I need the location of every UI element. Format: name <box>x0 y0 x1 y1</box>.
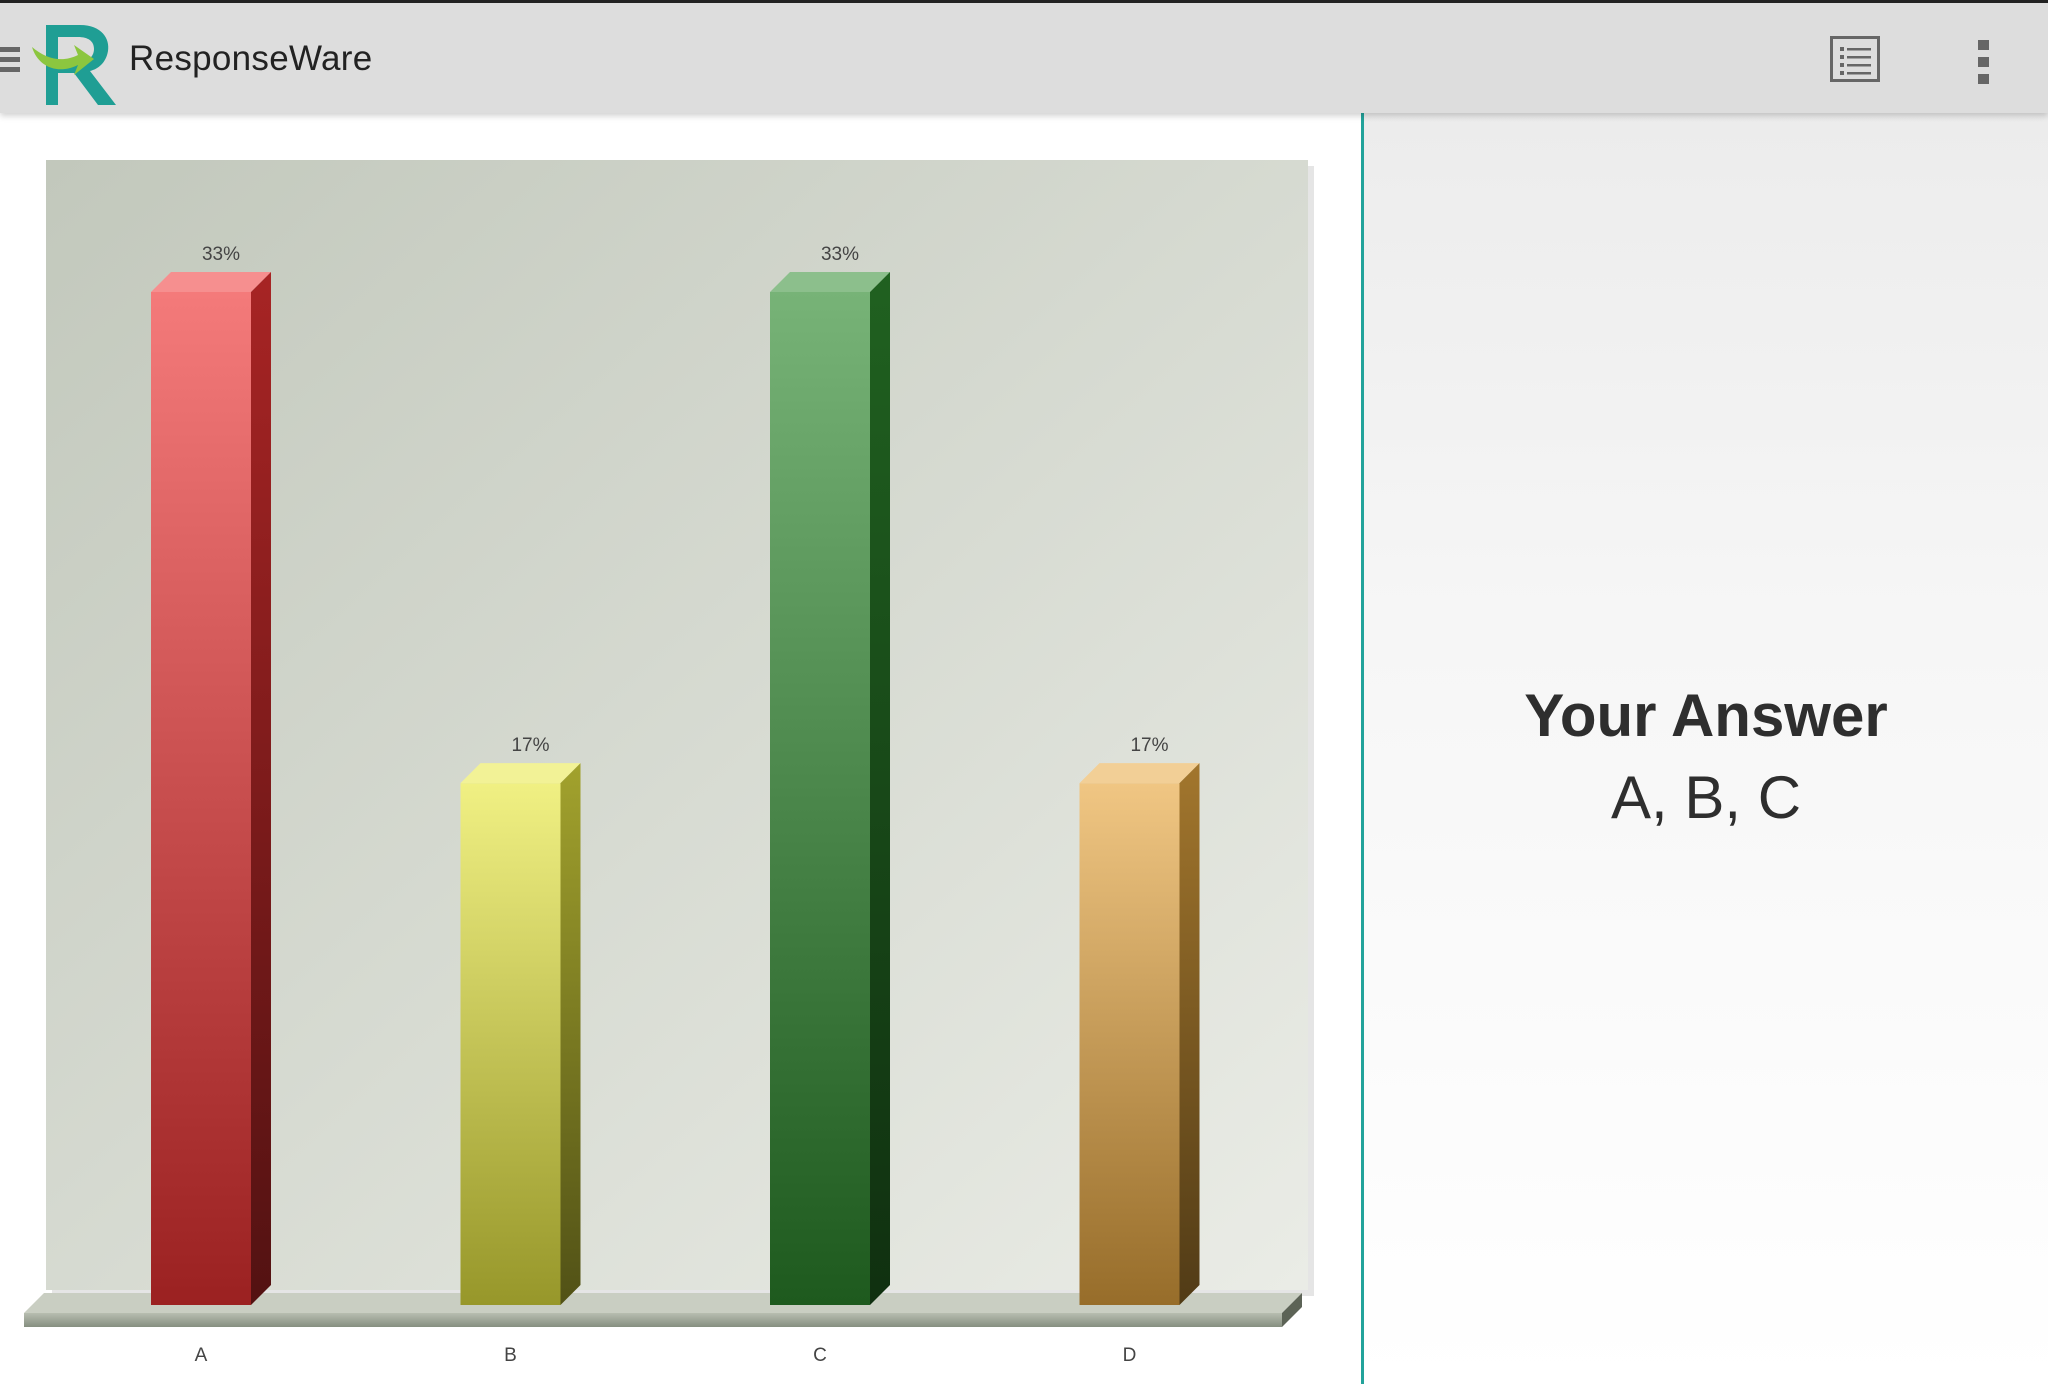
results-bar-chart: 33% A 17% B 33% C 17% D <box>24 160 1314 1366</box>
app-title: ResponseWare <box>129 39 373 78</box>
chart-floor-top <box>24 1293 1302 1313</box>
bar-top-b <box>460 763 581 784</box>
bar-value-label: 17% <box>1130 735 1168 756</box>
bar-top-c <box>770 272 890 292</box>
question-list-icon[interactable] <box>1830 36 1880 82</box>
results-chart-panel: 33% A 17% B 33% C 17% D <box>0 113 1361 1384</box>
chart-floor-front <box>24 1313 1282 1327</box>
x-tick-label: A <box>195 1345 208 1366</box>
your-answer-panel: Your Answer A, B, C <box>1361 113 2048 1384</box>
bar-value-label: 33% <box>202 244 240 265</box>
bar-side-a <box>251 272 271 1305</box>
responseware-logo-icon <box>32 25 116 105</box>
app-toolbar: ResponseWare <box>0 0 2048 113</box>
bar-c <box>770 292 870 1305</box>
bar-side-d <box>1179 763 1200 1305</box>
bar-side-b <box>560 763 581 1305</box>
bar-value-label: 17% <box>511 735 549 756</box>
more-vertical-icon[interactable] <box>1978 40 1990 84</box>
bar-top-a <box>151 272 271 292</box>
bar-top-d <box>1079 763 1200 784</box>
hamburger-menu-icon[interactable] <box>0 47 20 77</box>
answer-heading: Your Answer <box>1524 682 1888 749</box>
chart-floor-side <box>1282 1293 1302 1327</box>
bar-b <box>460 783 561 1305</box>
x-tick-label: D <box>1123 1345 1137 1366</box>
x-tick-label: C <box>813 1345 827 1366</box>
bar-d <box>1079 783 1180 1305</box>
answer-value: A, B, C <box>1610 764 1802 831</box>
bar-a <box>151 292 251 1305</box>
bar-value-label: 33% <box>821 244 859 265</box>
x-tick-label: B <box>504 1345 517 1366</box>
bar-side-c <box>870 272 890 1305</box>
